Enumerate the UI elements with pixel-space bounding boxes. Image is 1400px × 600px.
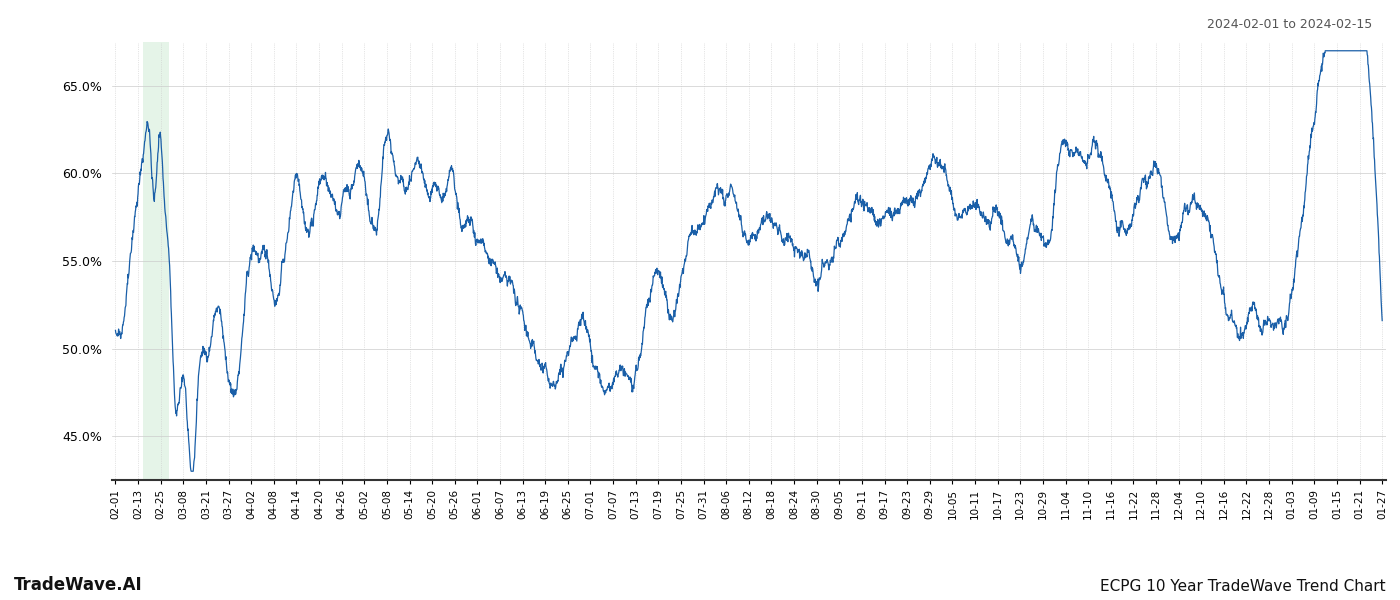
- Text: ECPG 10 Year TradeWave Trend Chart: ECPG 10 Year TradeWave Trend Chart: [1100, 579, 1386, 594]
- Bar: [143, 42, 168, 480]
- Text: TradeWave.AI: TradeWave.AI: [14, 576, 143, 594]
- Text: 2024-02-01 to 2024-02-15: 2024-02-01 to 2024-02-15: [1207, 18, 1372, 31]
